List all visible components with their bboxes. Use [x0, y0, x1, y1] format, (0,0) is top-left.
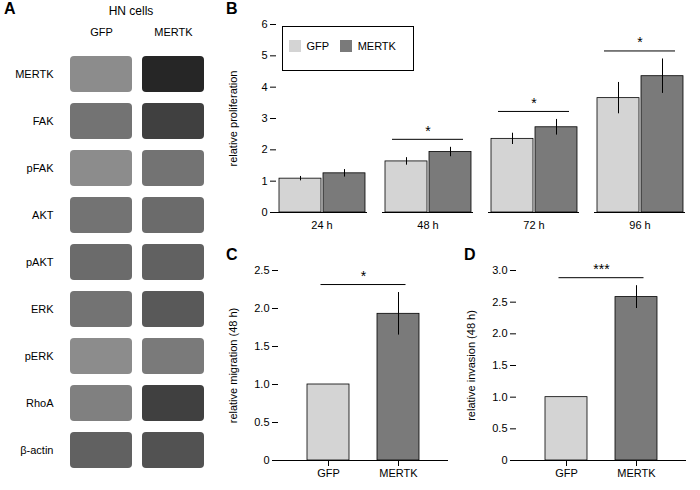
svg-text:GFP: GFP [317, 467, 340, 479]
svg-text:5: 5 [261, 49, 267, 61]
svg-text:2.0: 2.0 [492, 327, 507, 339]
svg-text:***: *** [593, 261, 610, 277]
svg-text:MERTK: MERTK [617, 467, 656, 479]
svg-text:3.0: 3.0 [492, 264, 507, 276]
svg-text:2.5: 2.5 [254, 264, 269, 276]
svg-text:0: 0 [501, 454, 507, 466]
svg-text:2.5: 2.5 [492, 296, 507, 308]
svg-text:24 h: 24 h [311, 219, 332, 231]
svg-text:GFP: GFP [90, 26, 113, 38]
html-text:D: D [464, 246, 476, 263]
svg-text:MERTK: MERTK [379, 467, 418, 479]
svg-text:*: * [361, 268, 367, 284]
svg-text:pERK: pERK [25, 350, 54, 362]
svg-text:1.0: 1.0 [254, 378, 269, 390]
svg-text:ERK: ERK [31, 303, 54, 315]
svg-text:MERTK: MERTK [15, 68, 54, 80]
html-text:C: C [226, 246, 238, 263]
svg-text:1.0: 1.0 [492, 391, 507, 403]
svg-text:3: 3 [261, 112, 267, 124]
svg-text:2: 2 [261, 143, 267, 155]
svg-text:relative migration (48 h): relative migration (48 h) [227, 308, 239, 424]
html-text:A: A [4, 0, 16, 17]
html-text:MERTK: MERTK [357, 39, 396, 52]
svg-text:0.5: 0.5 [492, 422, 507, 434]
svg-text:1: 1 [261, 175, 267, 187]
html-text:GFP: GFP [306, 39, 330, 52]
svg-text:1.5: 1.5 [492, 359, 507, 371]
svg-text:relative proliferation: relative proliferation [227, 71, 239, 167]
svg-text:72 h: 72 h [523, 219, 544, 231]
svg-text:*: * [637, 34, 643, 50]
svg-text:6: 6 [261, 18, 267, 30]
html-text:B: B [226, 0, 238, 17]
svg-text:GFP: GFP [555, 467, 578, 479]
svg-text:FAK: FAK [33, 115, 54, 127]
svg-text:2.0: 2.0 [254, 302, 269, 314]
svg-text:*: * [531, 95, 537, 111]
svg-text:1.5: 1.5 [254, 340, 269, 352]
svg-text:MERTK: MERTK [154, 26, 193, 38]
svg-text:AKT: AKT [32, 209, 54, 221]
svg-text:0.5: 0.5 [254, 416, 269, 428]
svg-text:pAKT: pAKT [26, 256, 54, 268]
svg-text:β-actin: β-actin [20, 444, 53, 456]
html-text:HN cells: HN cells [108, 4, 154, 18]
svg-text:4: 4 [261, 81, 267, 93]
svg-text:48 h: 48 h [417, 219, 438, 231]
svg-text:*: * [425, 123, 431, 139]
svg-text:RhoA: RhoA [26, 397, 54, 409]
svg-text:relative invasion (48 h): relative invasion (48 h) [465, 310, 477, 421]
svg-text:0: 0 [261, 206, 267, 218]
svg-text:96 h: 96 h [629, 219, 650, 231]
svg-text:0: 0 [263, 454, 269, 466]
svg-text:pFAK: pFAK [27, 162, 55, 174]
